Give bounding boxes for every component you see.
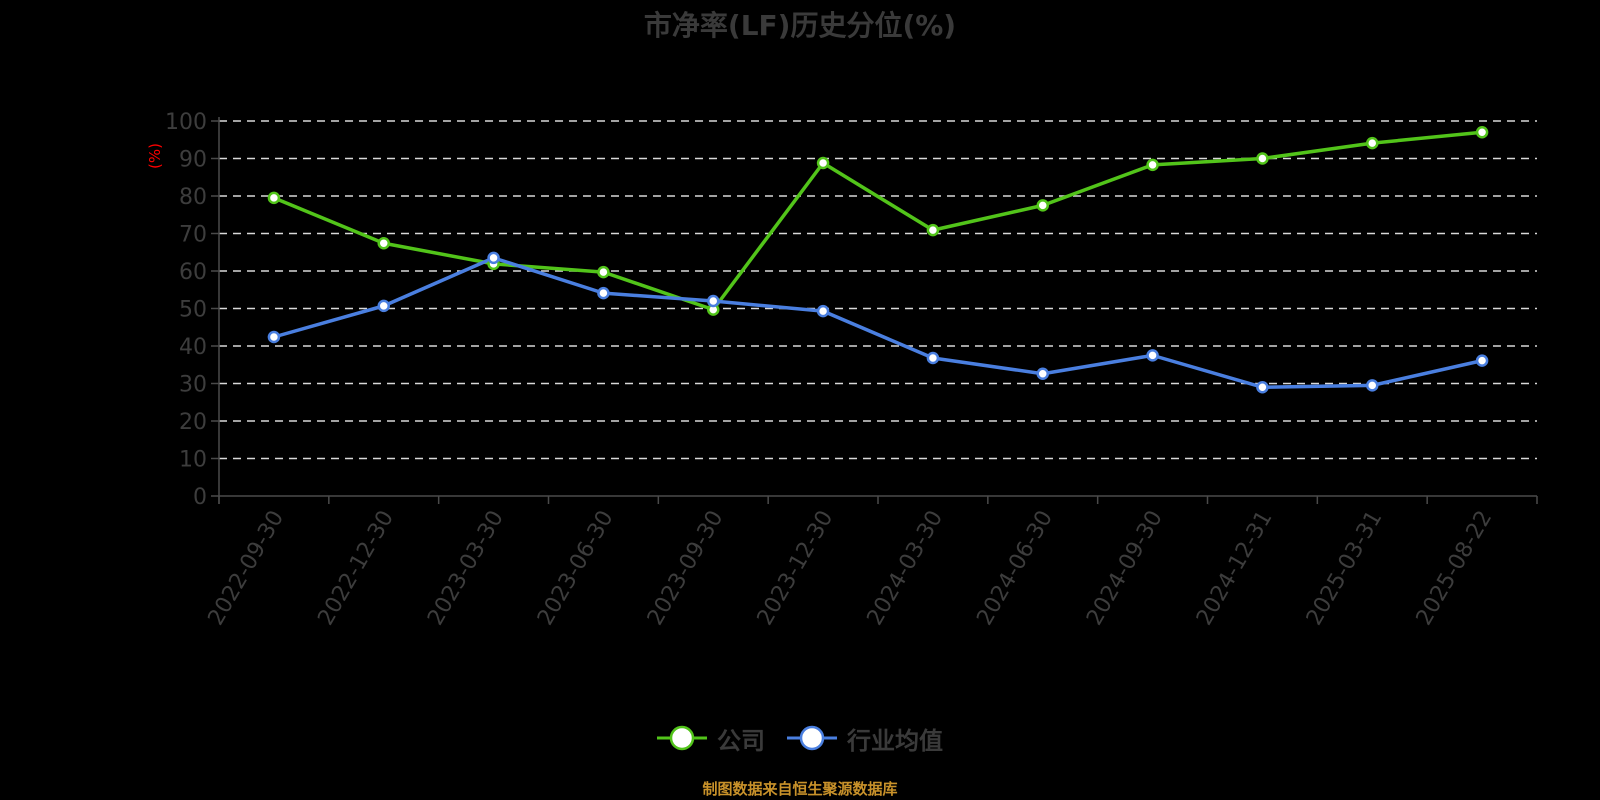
data-point-marker[interactable] <box>1036 367 1049 380</box>
data-point-marker[interactable] <box>1146 158 1159 172</box>
y-tick-label: 40 <box>179 335 207 360</box>
x-tick-label: 2024-03-30 <box>863 507 949 630</box>
y-tick-label: 30 <box>179 373 207 398</box>
y-axis-unit: (%) <box>146 143 164 169</box>
y-tick-label: 10 <box>179 448 207 473</box>
y-tick-label: 70 <box>179 223 207 248</box>
y-tick-label: 60 <box>179 260 207 285</box>
legend-item-industry-average[interactable]: 行业均值 <box>787 721 943 756</box>
data-point-marker[interactable] <box>926 351 940 365</box>
data-point-marker[interactable] <box>1475 354 1489 367</box>
data-point-marker[interactable] <box>267 191 281 205</box>
data-point-marker[interactable] <box>926 223 940 237</box>
legend-label-company: 公司 <box>717 726 765 755</box>
data-point-marker[interactable] <box>816 156 830 170</box>
x-tick-label: 2023-03-30 <box>423 507 509 630</box>
data-point-marker[interactable] <box>1256 152 1269 165</box>
x-tick-label: 2022-09-30 <box>204 507 290 630</box>
data-point-marker[interactable] <box>1366 379 1379 392</box>
series <box>267 126 1489 394</box>
y-tick-label: 50 <box>179 298 207 323</box>
y-tick-label: 20 <box>179 410 207 435</box>
legend: 公司 行业均值 <box>0 718 1600 758</box>
data-point-marker[interactable] <box>1036 199 1049 212</box>
data-point-marker[interactable] <box>597 265 610 279</box>
series-line-0 <box>273 130 1483 312</box>
legend-marker-industry-icon <box>787 725 837 751</box>
data-point-marker[interactable] <box>377 237 390 250</box>
grid-lines <box>219 120 1537 460</box>
x-tick-label: 2024-09-30 <box>1082 507 1168 630</box>
data-point-marker[interactable] <box>1366 136 1379 150</box>
x-tick-label: 2025-08-22 <box>1412 507 1498 630</box>
y-tick-label: 80 <box>179 185 207 210</box>
source-note: 制图数据来自恒生聚源数据库 <box>702 780 898 798</box>
x-tick-label: 2023-09-30 <box>643 507 729 630</box>
data-point-marker[interactable] <box>816 304 830 318</box>
y-tick-label: 100 <box>165 110 207 135</box>
data-point-marker[interactable] <box>1146 349 1159 362</box>
x-tick-label: 2022-12-30 <box>313 507 399 630</box>
data-point-marker[interactable] <box>1475 126 1489 139</box>
y-tick-label: 90 <box>179 148 207 173</box>
x-tick-label: 2024-06-30 <box>972 507 1058 630</box>
x-tick-label: 2024-12-31 <box>1192 507 1278 630</box>
legend-label-industry-average: 行业均值 <box>847 726 943 755</box>
data-point-marker[interactable] <box>487 251 500 265</box>
data-point-marker[interactable] <box>597 286 610 300</box>
legend-item-company[interactable]: 公司 <box>657 721 765 756</box>
x-tick-label: 2023-06-30 <box>533 507 619 630</box>
chart-title: 市净率(LF)历史分位(%) <box>643 9 957 42</box>
data-point-marker[interactable] <box>707 294 720 308</box>
y-tick-label: 0 <box>193 485 207 510</box>
series-line-1 <box>273 256 1483 389</box>
data-point-marker[interactable] <box>1256 381 1269 394</box>
axes: 0 10 20 30 40 50 60 70 80 90 100 2022-09-30 2022-12-… <box>165 110 1538 630</box>
x-tick-label: 2023-12-30 <box>753 507 839 630</box>
data-point-marker[interactable] <box>377 299 390 313</box>
x-tick-label: 2025-03-31 <box>1302 507 1388 630</box>
legend-marker-company-icon <box>657 725 707 751</box>
data-point-marker[interactable] <box>267 330 281 344</box>
